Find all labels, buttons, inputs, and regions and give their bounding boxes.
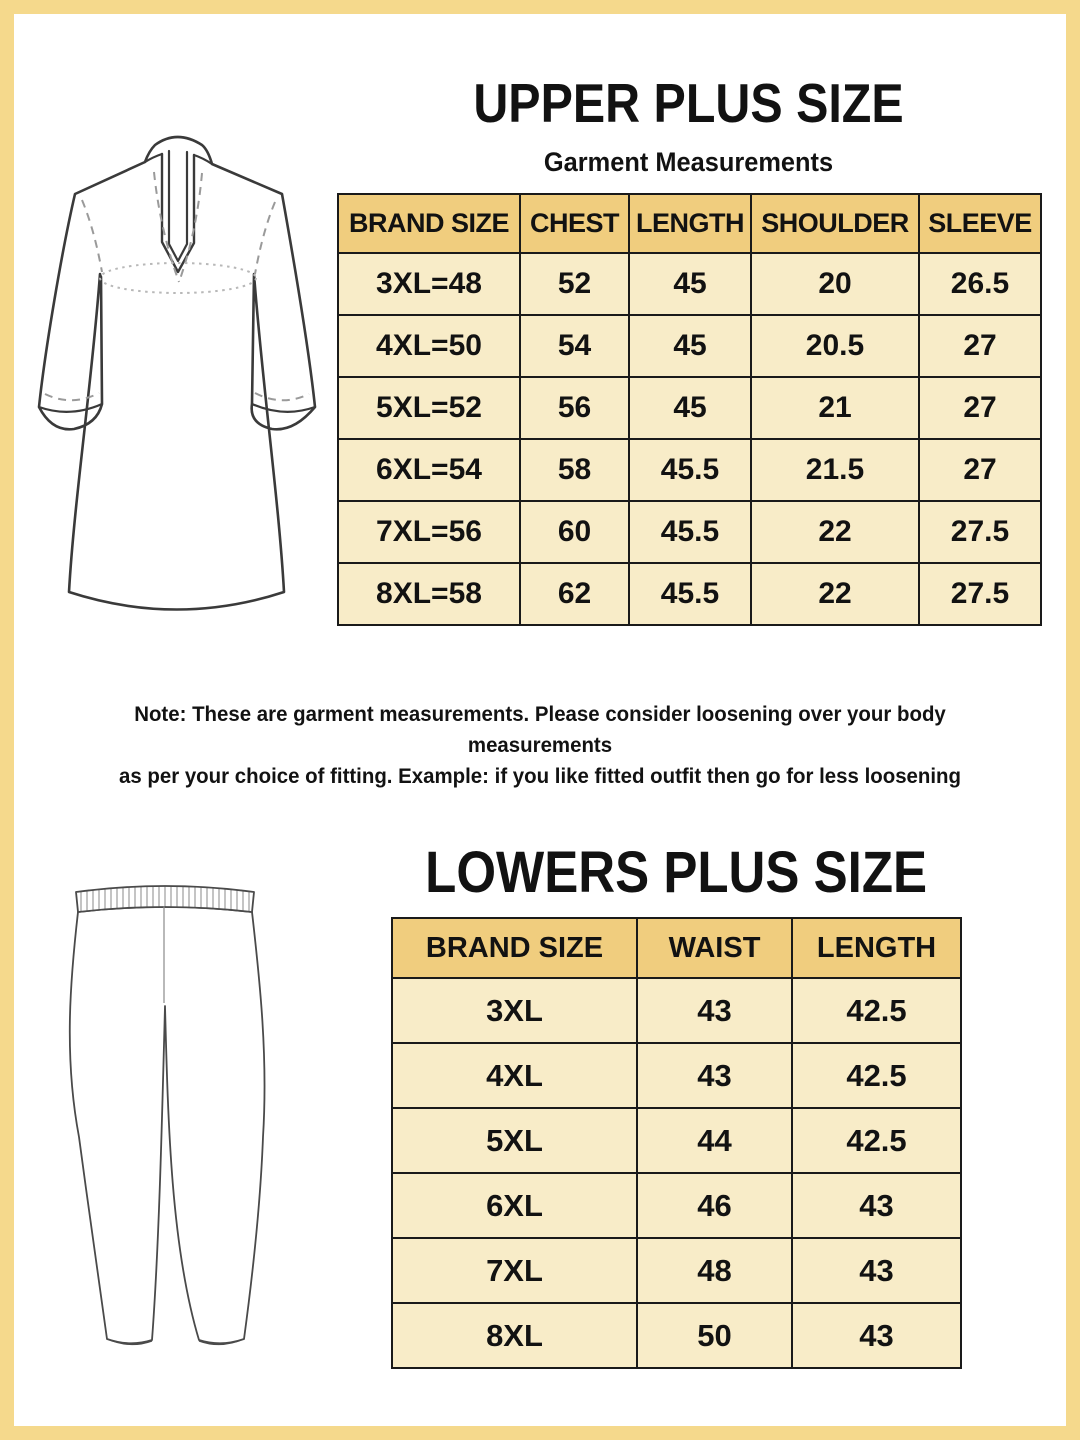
table-cell: 45 <box>628 252 752 316</box>
table-row: 3XL 43 42.5 <box>391 977 962 1044</box>
table-cell: 45 <box>628 314 752 378</box>
column-header: BRAND SIZE <box>337 193 521 254</box>
table-cell: 52 <box>519 252 630 316</box>
table-cell: 50 <box>636 1302 793 1369</box>
table-cell: 5XL <box>391 1107 638 1174</box>
table-cell: 43 <box>791 1237 962 1304</box>
table-row: 6XL=54 58 45.5 21.5 27 <box>337 438 1042 502</box>
table-cell: 21 <box>750 376 920 440</box>
column-header: BRAND SIZE <box>391 917 638 979</box>
table-cell: 26.5 <box>918 252 1042 316</box>
upper-size-table: BRAND SIZE CHEST LENGTH SHOULDER SLEEVE 3XL=… <box>337 193 1042 626</box>
column-header: SHOULDER <box>750 193 920 254</box>
column-header: LENGTH <box>628 193 752 254</box>
table-cell: 45.5 <box>628 500 752 564</box>
table-cell: 27 <box>918 314 1042 378</box>
table-cell: 27 <box>918 376 1042 440</box>
table-row: 6XL 46 43 <box>391 1172 962 1239</box>
table-cell: 62 <box>519 562 630 626</box>
table-cell: 20 <box>750 252 920 316</box>
measurement-note: Note: These are garment measurements. Pl… <box>65 699 1015 792</box>
table-cell: 45 <box>628 376 752 440</box>
table-cell: 45.5 <box>628 562 752 626</box>
table-cell: 27.5 <box>918 562 1042 626</box>
lower-size-table: BRAND SIZE WAIST LENGTH 3XL 43 42.5 4XL 43 42.5… <box>391 917 962 1369</box>
table-cell: 42.5 <box>791 1042 962 1109</box>
table-row: 7XL=56 60 45.5 22 27.5 <box>337 500 1042 564</box>
note-line-1: Note: These are garment measurements. Pl… <box>134 702 946 757</box>
upper-section-subtitle: Garment Measurements <box>543 147 834 177</box>
column-header: LENGTH <box>791 917 962 979</box>
table-cell: 4XL <box>391 1042 638 1109</box>
table-cell: 42.5 <box>791 977 962 1044</box>
table-cell: 27 <box>918 438 1042 502</box>
header-row: BRAND SIZE WAIST LENGTH <box>391 917 962 979</box>
table-cell: 22 <box>750 500 920 564</box>
table-cell: 8XL <box>391 1302 638 1369</box>
table-cell: 42.5 <box>791 1107 962 1174</box>
table-cell: 56 <box>519 376 630 440</box>
table-row: 7XL 48 43 <box>391 1237 962 1304</box>
lower-size-table-grid: BRAND SIZE WAIST LENGTH 3XL 43 42.5 4XL 43 42.5… <box>391 917 962 1369</box>
table-cell: 46 <box>636 1172 793 1239</box>
table-cell: 54 <box>519 314 630 378</box>
table-row: 5XL 44 42.5 <box>391 1107 962 1174</box>
column-header: WAIST <box>636 917 793 979</box>
table-cell: 6XL <box>391 1172 638 1239</box>
table-row: 4XL 43 42.5 <box>391 1042 962 1109</box>
table-cell: 44 <box>636 1107 793 1174</box>
table-cell: 6XL=54 <box>337 438 521 502</box>
table-row: 8XL=58 62 45.5 22 27.5 <box>337 562 1042 626</box>
table-cell: 3XL=48 <box>337 252 521 316</box>
table-cell: 27.5 <box>918 500 1042 564</box>
kurta-line-icon <box>37 135 317 611</box>
table-cell: 58 <box>519 438 630 502</box>
leggings-line-icon <box>68 885 266 1346</box>
table-cell: 48 <box>636 1237 793 1304</box>
table-row: 5XL=52 56 45 21 27 <box>337 376 1042 440</box>
table-cell: 43 <box>791 1172 962 1239</box>
column-header: SLEEVE <box>918 193 1042 254</box>
table-cell: 5XL=52 <box>337 376 521 440</box>
upper-size-table-grid: BRAND SIZE CHEST LENGTH SHOULDER SLEEVE 3XL=… <box>337 193 1042 626</box>
table-cell: 43 <box>636 977 793 1044</box>
table-cell: 45.5 <box>628 438 752 502</box>
table-row: 4XL=50 54 45 20.5 27 <box>337 314 1042 378</box>
pants-illustration <box>60 872 270 1357</box>
note-line-2: as per your choice of fitting. Example: … <box>118 764 962 788</box>
table-cell: 21.5 <box>750 438 920 502</box>
kurta-illustration <box>12 112 334 660</box>
column-header: CHEST <box>519 193 630 254</box>
table-cell: 22 <box>750 562 920 626</box>
table-cell: 4XL=50 <box>337 314 521 378</box>
lower-section-title: LOWERS PLUS SIZE <box>425 840 928 905</box>
table-cell: 7XL <box>391 1237 638 1304</box>
table-cell: 3XL <box>391 977 638 1044</box>
table-cell: 60 <box>519 500 630 564</box>
table-cell: 43 <box>791 1302 962 1369</box>
upper-section-title: UPPER PLUS SIZE <box>473 72 904 134</box>
table-cell: 8XL=58 <box>337 562 521 626</box>
table-cell: 20.5 <box>750 314 920 378</box>
table-cell: 7XL=56 <box>337 500 521 564</box>
table-row: 8XL 50 43 <box>391 1302 962 1369</box>
table-cell: 43 <box>636 1042 793 1109</box>
table-row: 3XL=48 52 45 20 26.5 <box>337 252 1042 316</box>
header-row: BRAND SIZE CHEST LENGTH SHOULDER SLEEVE <box>337 193 1042 254</box>
